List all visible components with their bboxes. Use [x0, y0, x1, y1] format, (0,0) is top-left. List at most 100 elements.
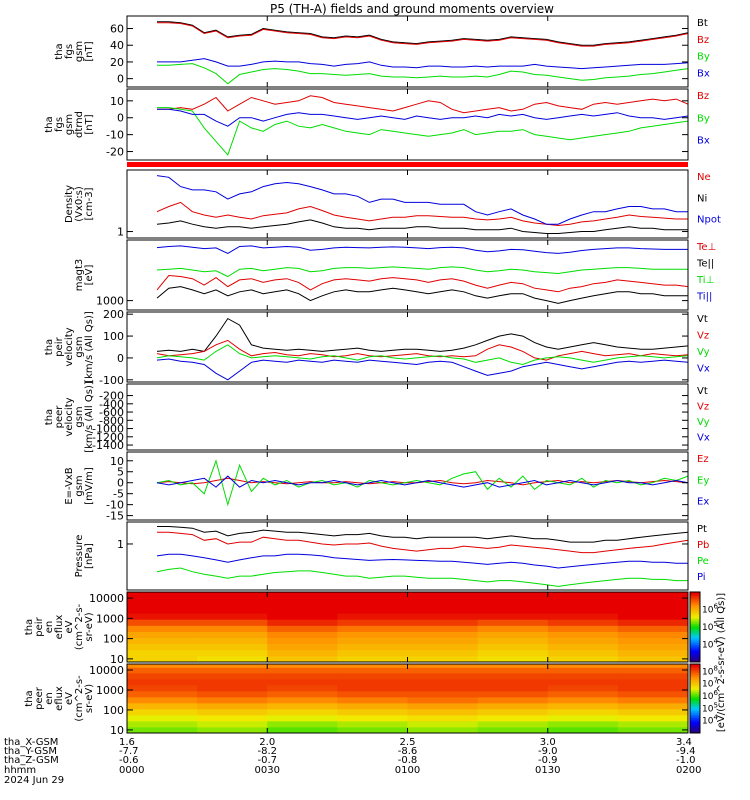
flux-cell — [617, 600, 689, 608]
legend-label: Ti⊥ — [696, 275, 714, 286]
flux-cell — [267, 607, 338, 614]
series-line-Ne — [156, 201, 688, 227]
flux-cell — [197, 726, 268, 734]
series-line-Vx — [156, 358, 689, 381]
flux-cell — [267, 631, 338, 639]
x-row-label: tha_Y-GSM — [4, 746, 57, 757]
flux-cell — [267, 702, 338, 710]
y-axis-label: peer — [34, 686, 45, 710]
y-tick-label: 10 — [110, 95, 124, 108]
x-tick-value: -9.0 — [538, 746, 558, 757]
flux-cell — [197, 595, 268, 602]
flux-cell — [477, 613, 549, 620]
flux-cell — [267, 726, 338, 734]
x-tick-value: 0100 — [395, 765, 420, 776]
colorbar-cell — [690, 611, 700, 614]
y-tick-label: -600 — [99, 406, 124, 419]
flux-cell — [617, 631, 689, 639]
flux-cell — [477, 619, 549, 626]
series-line-Ey — [156, 459, 689, 507]
colorbar-cell — [690, 623, 700, 626]
flux-cell — [617, 625, 689, 632]
colorbar-cell — [690, 712, 700, 715]
colorbar-cell — [690, 672, 700, 675]
series-line-Ez — [156, 477, 689, 486]
y-tick-label: -200 — [99, 390, 124, 403]
colorbar-cell — [690, 632, 700, 635]
flux-cell — [477, 678, 549, 686]
flux-cell — [337, 690, 408, 698]
y-axis-label: tha — [24, 690, 35, 706]
colorbar-cell — [690, 729, 700, 732]
colorbar-cell — [690, 698, 700, 701]
flux-cell — [547, 720, 619, 728]
y-tick-label: -1000 — [92, 423, 124, 436]
flux-cell — [617, 607, 689, 614]
flux-cell — [547, 672, 619, 680]
flux-cell — [547, 655, 619, 663]
y-tick-label: 10 — [110, 724, 124, 737]
y-axis-label: gsm — [74, 475, 85, 496]
flux-cell — [547, 637, 619, 645]
flux-cell — [547, 664, 619, 668]
y-axis-label: E=-VxB — [64, 467, 75, 504]
legend-label: Vy — [697, 417, 710, 428]
y-tick-label: 10 — [110, 455, 124, 468]
colorbar-cell — [690, 621, 700, 624]
x-row-label: tha_X-GSM — [4, 737, 58, 748]
flux-cell — [337, 708, 408, 716]
flux-cell — [127, 631, 198, 639]
flux-cell — [197, 592, 268, 596]
panel-frame — [126, 88, 689, 161]
y-axis-label: [nT] — [84, 114, 95, 134]
y-axis-label: fgs — [54, 117, 65, 132]
flux-cell — [267, 667, 338, 674]
flux-cell — [617, 613, 689, 620]
flux-cell — [267, 696, 338, 704]
flux-cell — [407, 726, 479, 734]
x-row-label: tha_Z-GSM — [4, 755, 59, 766]
flux-cell — [127, 690, 198, 698]
colorbar-cell — [690, 597, 700, 600]
series-line-Vy — [156, 344, 689, 366]
colorbar-cell — [690, 705, 700, 708]
y-axis-label: Pressure — [74, 535, 85, 578]
flux-cell — [617, 720, 689, 728]
flux-cell — [617, 637, 689, 645]
colorbar-cell — [690, 606, 700, 609]
flux-cell — [337, 595, 408, 602]
y-axis-label: eflux — [54, 615, 65, 640]
colorbar-cell — [690, 658, 700, 661]
y-axis-label: (cm^2-s- — [74, 603, 85, 650]
colorbar-cell — [690, 696, 700, 699]
flux-cell — [127, 619, 198, 626]
flux-cell — [407, 708, 479, 716]
legend-label: Bt — [697, 18, 708, 29]
colorbar-cell — [690, 724, 700, 727]
flux-cell — [477, 708, 549, 716]
flux-cell — [407, 637, 479, 645]
flux-cell — [407, 655, 479, 663]
flux-cell — [337, 726, 408, 734]
flux-cell — [337, 667, 408, 674]
legend-label: Ex — [697, 497, 709, 508]
colorbar-cell — [690, 600, 700, 603]
y-axis-label: magt3 — [74, 259, 85, 292]
flux-cell — [477, 631, 549, 639]
legend-label: Ne — [697, 172, 711, 183]
flux-cell — [337, 649, 408, 657]
series-line-Te|| — [156, 286, 688, 304]
flux-cell — [127, 702, 198, 710]
x-row-label: hhmm — [4, 765, 36, 776]
legend-label: Bx — [697, 136, 710, 147]
series-line-Ti⊥ — [156, 266, 688, 278]
flux-cell — [547, 592, 619, 596]
x-tick-value: 2.5 — [400, 737, 416, 748]
y-axis-label: Density — [64, 185, 75, 223]
flux-cell — [267, 714, 338, 722]
colorbar-cell — [690, 592, 700, 595]
flux-cell — [197, 631, 268, 639]
legend-label: Ni — [697, 193, 707, 204]
flux-cell — [267, 678, 338, 686]
legend-label: Ey — [697, 475, 709, 486]
